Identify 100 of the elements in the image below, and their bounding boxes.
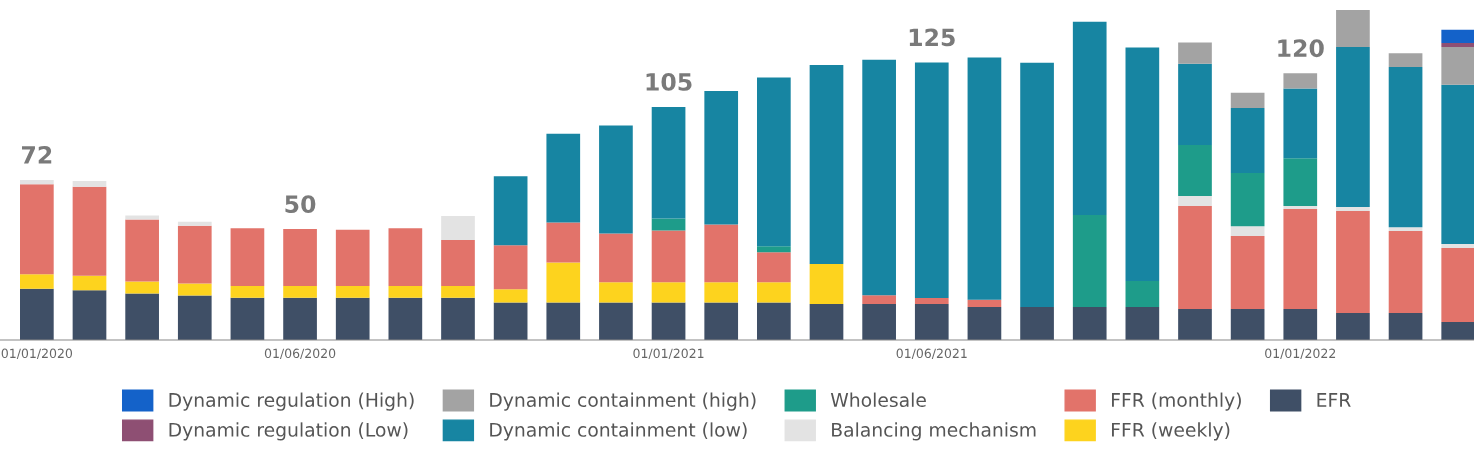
bar <box>72 180 107 187</box>
bar <box>125 293 159 341</box>
bar <box>125 281 159 294</box>
bar <box>1178 206 1212 310</box>
bar <box>177 221 212 226</box>
bar <box>283 229 317 286</box>
bar <box>546 262 581 303</box>
bar <box>651 230 686 283</box>
annotation: 105 <box>646 72 692 91</box>
x-tick-label: 01/06/2020 <box>264 348 336 360</box>
legend-label: FFR (monthly) <box>1112 392 1241 411</box>
bar <box>1230 92 1265 108</box>
bar <box>1283 73 1318 89</box>
bar <box>1230 236 1265 310</box>
bar <box>967 299 1002 308</box>
bar <box>1388 53 1423 68</box>
bar <box>1178 144 1212 197</box>
bar <box>599 282 633 303</box>
annotation: 125 <box>909 28 955 47</box>
bar <box>441 215 475 241</box>
bar <box>1125 280 1160 308</box>
bar <box>651 282 686 303</box>
bar <box>914 62 949 299</box>
bar <box>1283 309 1318 341</box>
legend-label: Wholesale <box>830 392 926 408</box>
bar <box>1283 158 1318 207</box>
bar <box>1072 21 1107 215</box>
bar <box>651 302 686 341</box>
bar <box>651 218 686 231</box>
bar <box>1441 42 1474 47</box>
bar <box>1125 307 1160 341</box>
bar <box>1441 321 1474 341</box>
bar <box>914 298 949 305</box>
bar <box>546 222 581 263</box>
bar <box>441 285 475 298</box>
bar <box>1388 227 1423 232</box>
bar <box>493 245 528 290</box>
bar <box>862 304 896 341</box>
legend-label: Dynamic containment (high) <box>490 392 756 411</box>
bar <box>1441 46 1474 85</box>
legend-label: Dynamic regulation (Low) <box>169 422 408 441</box>
bar <box>1336 9 1370 47</box>
bar <box>283 285 317 298</box>
x-tick-label: 01/06/2021 <box>896 348 967 360</box>
bar <box>1388 312 1423 341</box>
bar <box>1336 207 1370 211</box>
bar <box>914 304 949 341</box>
bar <box>1230 107 1265 173</box>
bar <box>1441 29 1474 43</box>
bar <box>1178 63 1212 145</box>
annotation: 120 <box>1278 39 1324 58</box>
bar <box>599 302 633 341</box>
bar <box>1441 84 1474 244</box>
bar <box>335 285 370 298</box>
bar <box>388 285 423 298</box>
bar <box>704 91 739 225</box>
bar <box>651 106 686 219</box>
annotation: 50 <box>285 195 316 213</box>
bar <box>493 302 528 341</box>
bar <box>1072 214 1107 308</box>
bar <box>1336 210 1370 313</box>
bar <box>1020 62 1054 308</box>
bar <box>1283 208 1318 310</box>
bar <box>757 246 791 253</box>
bar <box>1283 206 1318 209</box>
bar <box>546 133 581 223</box>
bar <box>72 186 107 276</box>
annotation: 72 <box>22 145 52 164</box>
bar <box>230 228 265 286</box>
bar <box>388 297 423 341</box>
bar <box>335 229 370 286</box>
legend-label: EFR <box>1317 393 1351 407</box>
bar <box>441 240 475 286</box>
x-tick-label: 01/01/2021 <box>633 348 704 360</box>
bar <box>20 274 54 289</box>
bar <box>20 179 54 185</box>
bar <box>1441 247 1474 322</box>
bar <box>809 264 844 305</box>
bar <box>493 176 528 246</box>
bar <box>757 77 791 247</box>
bar <box>757 252 791 283</box>
legend-label: FFR (weekly) <box>1112 422 1230 441</box>
x-tick-label: 01/01/2022 <box>1265 348 1336 360</box>
bar <box>335 297 370 341</box>
bar <box>72 275 107 291</box>
bar <box>1441 243 1474 248</box>
bar <box>388 228 423 286</box>
bar <box>177 283 212 296</box>
legend-label: Dynamic containment (low) <box>490 422 747 441</box>
bar <box>757 282 791 303</box>
bar <box>20 288 54 341</box>
bar <box>177 225 212 284</box>
bar <box>177 295 212 341</box>
bar <box>1072 307 1107 341</box>
bar <box>1230 172 1265 227</box>
bar <box>1178 196 1212 207</box>
bar <box>704 302 739 341</box>
bar <box>1388 231 1423 313</box>
bar <box>230 285 265 298</box>
bar <box>1125 47 1160 281</box>
